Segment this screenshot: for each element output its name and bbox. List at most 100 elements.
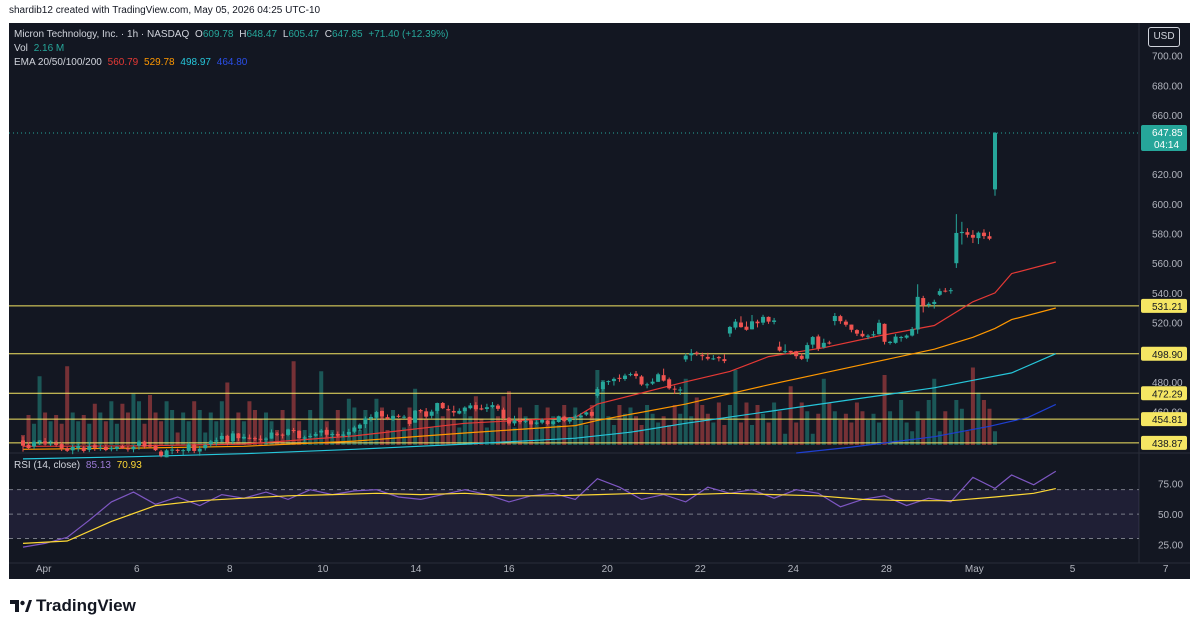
volume-bar	[926, 400, 931, 445]
candle-body	[308, 435, 313, 437]
candle-body	[805, 345, 810, 359]
date-tick-label: 28	[881, 564, 893, 575]
date-tick-label: 16	[503, 564, 515, 575]
candle-body	[252, 438, 257, 440]
volume-bar	[843, 413, 848, 445]
volume-bar	[667, 425, 672, 445]
volume-bar	[280, 410, 285, 445]
candle-body	[440, 403, 445, 409]
close-value: 647.85	[331, 29, 363, 40]
candle-body	[363, 418, 368, 425]
candle-body	[346, 431, 351, 435]
candle-body	[650, 381, 655, 384]
price-tick-label: 600.00	[1152, 200, 1183, 211]
volume-bar	[125, 412, 130, 445]
candle-body	[275, 433, 280, 435]
candle-body	[877, 322, 882, 335]
candle-body	[264, 438, 268, 440]
volume-bar	[772, 402, 777, 445]
volume-bar	[175, 432, 180, 445]
candle-body	[667, 379, 672, 389]
date-tick-label: 22	[695, 564, 707, 575]
candle-body	[479, 408, 484, 410]
volume-bar	[899, 400, 904, 445]
volume-bar	[540, 427, 545, 445]
candle-body	[341, 434, 346, 436]
volume-bar	[54, 415, 59, 445]
change-value: +71.40 (+12.39%)	[368, 29, 449, 40]
volume-bar	[965, 431, 970, 445]
candle-body	[926, 303, 931, 306]
volume-bar	[32, 423, 37, 445]
volume-bar	[567, 427, 572, 445]
candle-body	[606, 381, 611, 383]
candle-body	[32, 441, 37, 447]
volume-bar	[368, 418, 373, 445]
candle-body	[170, 449, 175, 451]
candle-body	[413, 410, 418, 423]
candle-body	[518, 420, 523, 423]
candle-body	[258, 438, 263, 440]
candle-body	[628, 374, 633, 376]
volume-bar	[357, 430, 362, 445]
volume-bar	[705, 413, 710, 445]
volume-bar	[766, 422, 771, 445]
volume-bar	[661, 416, 666, 445]
currency-button[interactable]: USD	[1148, 27, 1180, 47]
candle-body	[948, 290, 953, 292]
volume-bar	[103, 421, 108, 445]
candle-body	[910, 329, 915, 336]
candle-body	[705, 356, 710, 359]
candle-body	[678, 389, 683, 391]
volume-bar	[379, 407, 384, 445]
candle-body	[645, 384, 650, 386]
candle-body	[810, 337, 815, 345]
volume-bar	[159, 421, 164, 445]
volume-bar	[832, 411, 837, 445]
ema100-value: 498.97	[180, 57, 211, 68]
volume-bar	[264, 412, 268, 445]
level-label: 531.21	[1152, 302, 1183, 313]
candle-body	[507, 418, 511, 424]
volume-bar	[700, 405, 705, 445]
candle-body	[584, 412, 589, 415]
candle-body	[286, 429, 291, 435]
candle-body	[512, 420, 517, 424]
volume-bar	[722, 425, 727, 445]
candle-body	[617, 377, 622, 379]
chart-frame[interactable]: 700.00680.00660.00640.00620.00600.00580.…	[9, 23, 1190, 579]
volume-bars	[21, 361, 997, 445]
volume-bar	[512, 427, 517, 445]
volume-bar	[634, 416, 639, 445]
price-chart[interactable]: 700.00680.00660.00640.00620.00600.00580.…	[9, 23, 1190, 579]
volume-bar	[59, 423, 64, 445]
volume-bar	[197, 410, 202, 445]
tradingview-logo[interactable]: TradingView	[10, 596, 136, 616]
candle-body	[302, 437, 307, 439]
candle-body	[368, 416, 373, 419]
candle-body	[214, 440, 219, 442]
volume-bar	[518, 407, 523, 445]
volume-bar	[534, 405, 539, 445]
candle-body	[965, 232, 970, 235]
candle-body	[937, 291, 942, 295]
candle-body	[915, 296, 920, 330]
volume-bar	[871, 413, 876, 445]
candle-body	[777, 346, 782, 351]
candle-body	[578, 415, 583, 417]
date-tick-label: 14	[410, 564, 422, 575]
volume-bar	[219, 401, 224, 445]
candle-body	[76, 445, 81, 449]
level-label-box	[1141, 346, 1187, 361]
rsi-band-fill	[9, 489, 1139, 539]
candle-body	[208, 441, 213, 445]
volume-bar	[937, 431, 942, 445]
candle-body	[656, 374, 661, 382]
candle-body	[175, 449, 180, 451]
candle-body	[954, 232, 959, 264]
volume-bar	[192, 401, 197, 445]
ema-label: EMA 20/50/100/200	[14, 57, 102, 68]
candle-body	[236, 433, 241, 439]
volume-bar	[573, 407, 578, 445]
volume-bar	[611, 425, 616, 445]
